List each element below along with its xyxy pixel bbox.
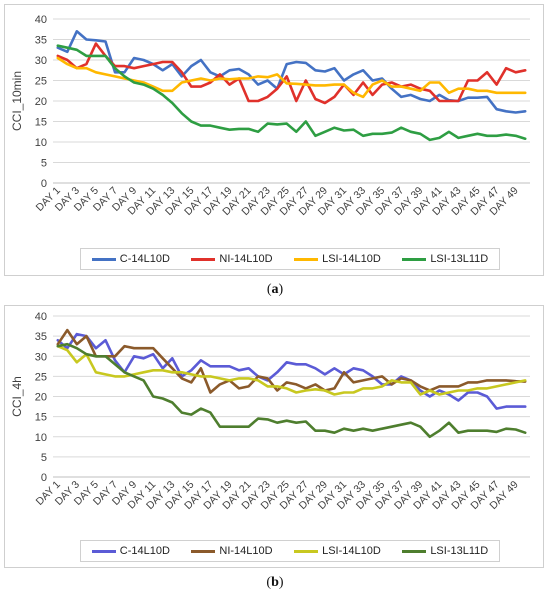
legend-label: C-14L10D <box>119 545 170 557</box>
legend-b: C-14L10D NI-14L10D LSI-14L10D LSI-13L11D <box>80 540 500 562</box>
y-tick-label: 40 <box>35 14 47 26</box>
y-tick-label: 15 <box>35 412 47 424</box>
y-tick-label: 30 <box>35 351 47 363</box>
y-axis-title: CCI_4h <box>10 376 24 417</box>
legend-swatch <box>91 549 116 553</box>
legend-item: NI-14L10D <box>191 253 273 265</box>
legend-item: C-14L10D <box>91 253 170 265</box>
y-tick-label: 30 <box>35 55 47 67</box>
y-tick-label: 5 <box>41 158 47 170</box>
caption-b-open: ( <box>266 575 272 590</box>
caption-a-open: ( <box>266 282 272 297</box>
legend-label: LSI-14L10D <box>322 253 381 265</box>
series-line-c-14l10d <box>56 332 527 410</box>
legend-swatch <box>91 257 116 261</box>
caption-b-close: ) <box>278 575 284 590</box>
y-tick-label: 10 <box>35 137 47 149</box>
legend-label: LSI-13L11D <box>430 253 489 265</box>
y-tick-label: 40 <box>35 311 47 323</box>
legend-swatch <box>402 257 427 261</box>
legend-item: LSI-14L10D <box>294 253 381 265</box>
y-tick-label: 35 <box>35 331 47 343</box>
legend-label: LSI-13L11D <box>430 545 489 557</box>
y-tick-label: 15 <box>35 117 47 129</box>
legend-swatch <box>191 257 216 261</box>
series-line-c-14l10d <box>56 29 527 114</box>
y-tick-label: 0 <box>41 178 47 190</box>
y-tick-label: 20 <box>35 392 47 404</box>
y-tick-label: 5 <box>41 452 47 464</box>
legend-a: C-14L10D NI-14L10D LSI-14L10D LSI-13L11D <box>80 248 500 270</box>
caption-a: (a) <box>0 282 550 298</box>
legend-swatch <box>191 549 216 553</box>
y-axis-title: CCI_10min <box>10 71 24 131</box>
legend-label: LSI-14L10D <box>322 545 381 557</box>
series-line-lsi-13l11d <box>56 342 527 439</box>
series-line-lsi-14l10d <box>56 344 527 396</box>
chart-panel-a: 0 5 10 15 20 25 30 35 40 CCI_10min DAY 1 DAY 3 DAY 5… <box>4 4 544 276</box>
legend-item: LSI-14L10D <box>294 545 381 557</box>
y-tick-label: 35 <box>35 35 47 47</box>
legend-label: NI-14L10D <box>219 545 273 557</box>
caption-a-letter: a <box>271 282 279 297</box>
legend-swatch <box>402 549 427 553</box>
series-line-ni-14l10d <box>56 42 527 105</box>
legend-item: NI-14L10D <box>191 545 273 557</box>
y-tick-label: 25 <box>35 371 47 383</box>
legend-swatch <box>294 257 319 261</box>
y-tick-label: 20 <box>35 96 47 108</box>
legend-swatch <box>294 549 319 553</box>
series-line-lsi-13l11d <box>56 44 527 142</box>
caption-b: (b) <box>0 575 550 591</box>
series-line-ni-14l10d <box>56 328 527 394</box>
y-tick-label: 0 <box>41 472 47 484</box>
legend-label: NI-14L10D <box>219 253 273 265</box>
chart-panel-b: 0 5 10 15 20 25 30 35 40 CCI_4h DAY 1 DAY 3 DAY 5 DAY… <box>4 305 544 568</box>
legend-item: C-14L10D <box>91 545 170 557</box>
legend-label: C-14L10D <box>119 253 170 265</box>
y-tick-label: 25 <box>35 76 47 88</box>
series-line-lsi-14l10d <box>56 56 527 99</box>
legend-item: LSI-13L11D <box>402 253 488 265</box>
caption-b-letter: b <box>271 575 279 590</box>
caption-a-close: ) <box>278 282 284 297</box>
y-tick-label: 10 <box>35 432 47 444</box>
legend-item: LSI-13L11D <box>402 545 488 557</box>
